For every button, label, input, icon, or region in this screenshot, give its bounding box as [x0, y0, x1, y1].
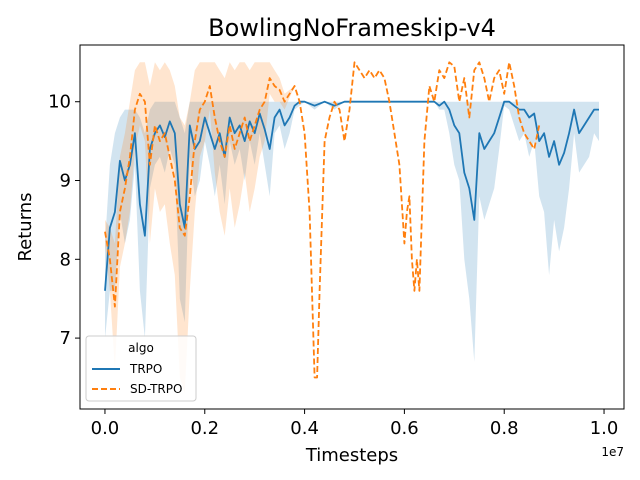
y-tick-label: 9: [60, 171, 71, 192]
legend-box: [85, 335, 197, 402]
legend-label-trpo: TRPO: [129, 362, 162, 376]
x-tick-label: 0.2: [190, 418, 219, 439]
x-axis-label: Timesteps: [305, 445, 398, 466]
axes-frame: [79, 44, 625, 410]
series-lines: [104, 61, 599, 379]
y-tick-label: 8: [60, 249, 71, 270]
y-axis-label: Returns: [15, 192, 36, 261]
chart-title: BowlingNoFrameskip-v4: [208, 14, 496, 42]
y-tick-label: 10: [48, 92, 71, 113]
y-tick-label: 7: [60, 328, 71, 349]
legend: algo TRPO SD-TRPO: [85, 335, 197, 402]
y-axis-ticks: 7 8 9 10: [48, 92, 80, 349]
legend-label-sd-trpo: SD-TRPO: [130, 382, 182, 396]
series-line-sd-trpo: [104, 61, 541, 379]
x-tick-label: 0.8: [490, 418, 519, 439]
x-tick-label: 0.0: [91, 418, 120, 439]
band-trpo: [105, 101, 599, 362]
x-tick-label: 0.6: [390, 418, 419, 439]
x-tick-label: 1.0: [590, 418, 619, 439]
legend-title: algo: [128, 341, 154, 355]
series-line-trpo: [104, 100, 599, 291]
x-axis-offset-label: 1e7: [601, 445, 624, 459]
x-tick-label: 0.4: [290, 418, 319, 439]
x-axis-ticks: 0.0 0.2 0.4 0.6 0.8 1.0: [91, 409, 619, 439]
